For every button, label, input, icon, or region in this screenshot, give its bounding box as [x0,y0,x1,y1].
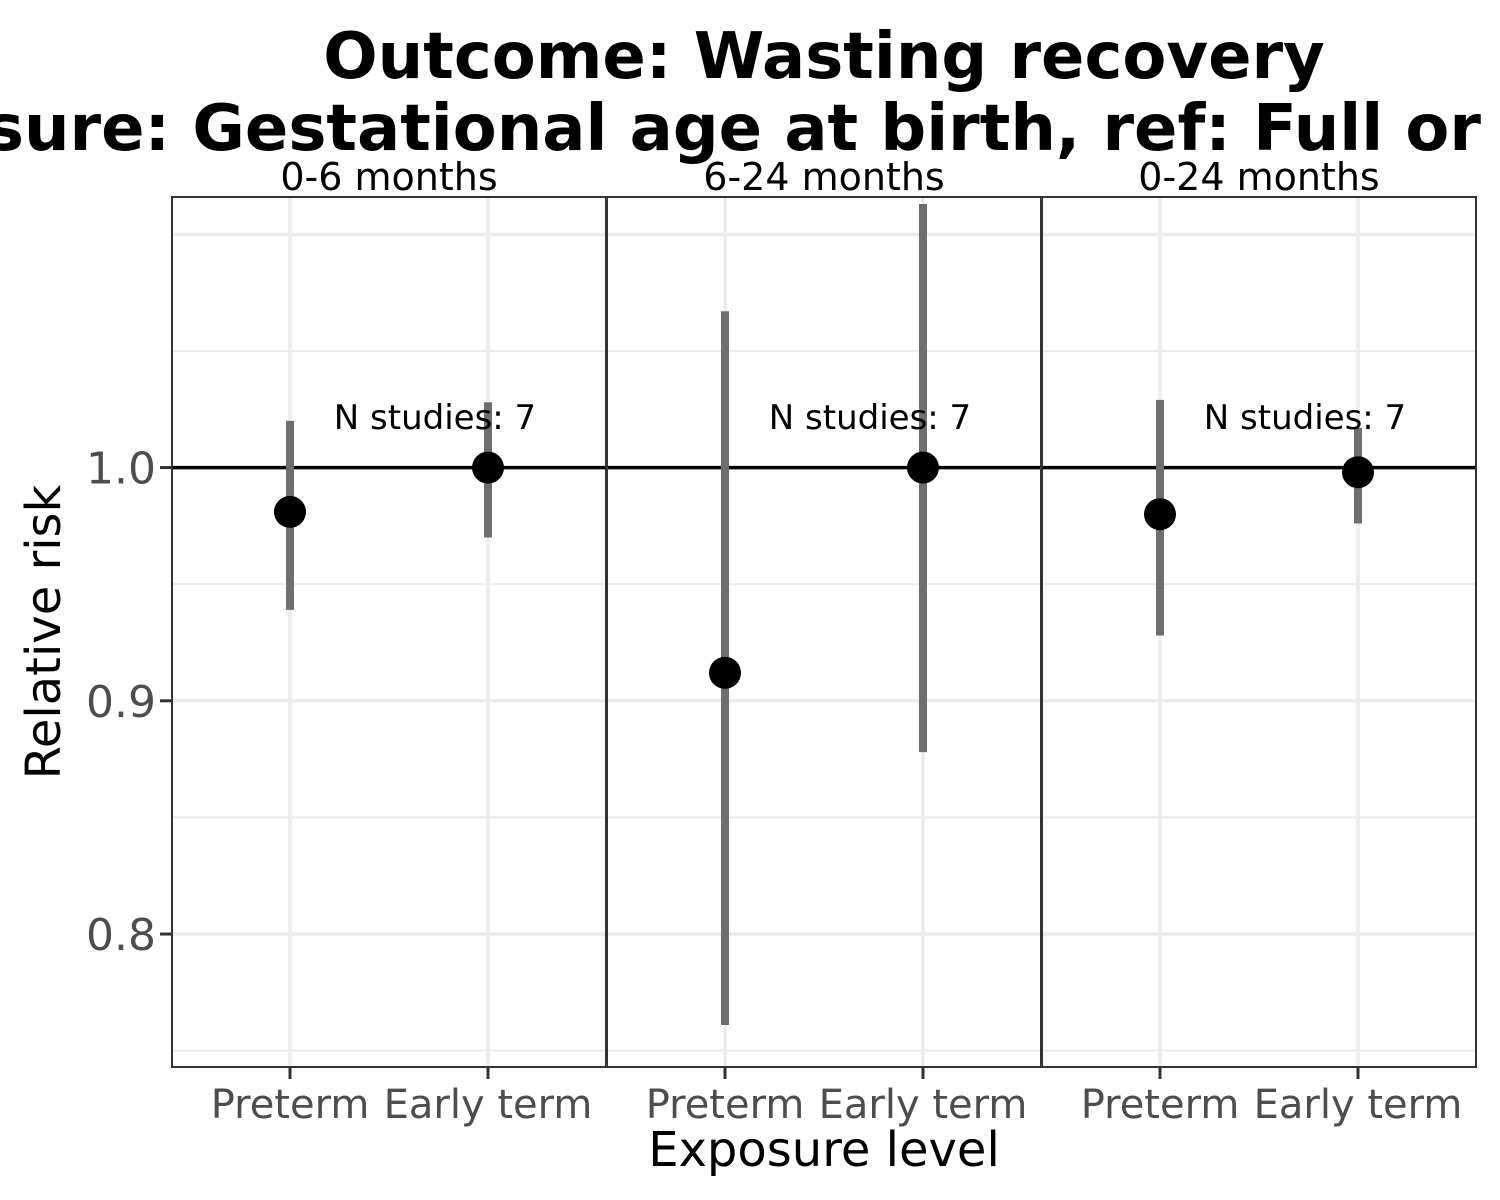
x-tick-label: Early term [819,1082,1028,1128]
x-tick-label: Preterm [646,1082,805,1128]
x-tick-label: Preterm [1081,1082,1240,1128]
y-tick-label: 1.0 [86,444,156,495]
estimate-point [274,495,306,528]
estimate-point [709,656,741,689]
n-studies-annotation: N studies: 7 [769,398,971,438]
n-studies-annotation: N studies: 7 [334,398,536,438]
facet-label: 6-24 months [703,155,944,199]
facet-label: 0-24 months [1138,155,1379,199]
y-axis: 0.8 0.9 1.0 [86,444,172,961]
chart-title-line-2: Exposure: Gestational age at birth, ref:… [0,92,1500,166]
facet-panel: N studies: 7 0-6 months Preterm Early term [171,155,607,1128]
estimate-point [1342,456,1374,489]
estimate-point [472,451,504,484]
panel-background [607,197,1041,1067]
facet-panel: N studies: 7 6-24 months Preterm Early term [606,155,1042,1128]
estimate-point [1144,498,1176,531]
x-axis-label: Exposure level [648,1122,1000,1178]
y-axis-label: Relative risk [16,484,72,779]
x-tick-label: Early term [1254,1082,1463,1128]
x-tick-label: Preterm [211,1082,370,1128]
panel-background [172,197,606,1067]
y-tick-label: 0.9 [86,677,156,728]
y-tick-label: 0.8 [86,910,156,961]
panel-background [1042,197,1476,1067]
x-tick-label: Early term [384,1082,593,1128]
chart-title-line-1: Outcome: Wasting recovery [323,20,1325,94]
n-studies-annotation: N studies: 7 [1204,398,1406,438]
facet-label: 0-6 months [280,155,497,199]
estimate-point [907,451,939,484]
panel-border [1041,196,1477,1068]
facet-panel: N studies: 7 0-24 months Preterm Early term [1041,155,1477,1128]
chart-title: Outcome: Wasting recovery Exposure: Gest… [0,20,1500,166]
